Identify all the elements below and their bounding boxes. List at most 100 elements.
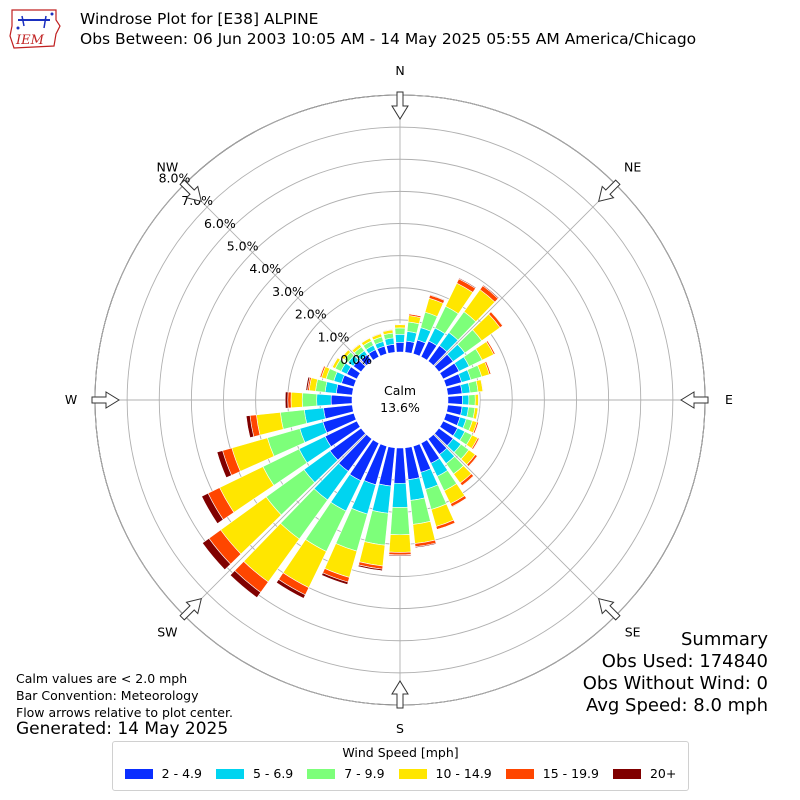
bar-segment (408, 312, 422, 317)
summary-avg-speed: Avg Speed: 8.0 mph (586, 695, 768, 716)
bar-segment (358, 541, 386, 567)
bar-segment (410, 497, 431, 525)
bar-segment (474, 394, 479, 406)
bar-segment (481, 379, 485, 392)
bar-segment (482, 284, 500, 300)
legend-item: 2 - 4.9 (124, 766, 202, 781)
radial-tick-label: 6.0% (204, 216, 236, 231)
summary-obs-used: Obs Used: 174840 (601, 651, 768, 672)
flow-arrow (680, 391, 709, 409)
bar-segment (407, 477, 425, 501)
bar-segment (395, 342, 405, 353)
bar-segment (468, 455, 479, 468)
radial-tick-label: 3.0% (272, 284, 304, 299)
legend-item: 15 - 19.9 (505, 766, 599, 781)
logo-text: IEM (15, 33, 45, 48)
bar-segment (275, 578, 306, 599)
summary-obs-without-wind: Obs Without Wind: 0 (582, 673, 768, 694)
bar-segment (330, 356, 338, 368)
legend-swatch (124, 768, 153, 779)
legend-label: 15 - 19.9 (542, 766, 599, 781)
legend-title: Wind Speed [mph] (342, 745, 459, 760)
bar-segment (229, 570, 262, 599)
bar-segment (478, 393, 480, 407)
direction-label-n: N (395, 63, 404, 78)
calm-label: Calm (384, 383, 416, 398)
bar-segment (476, 407, 480, 420)
bar-segment (256, 412, 284, 436)
bar-segment (474, 422, 480, 434)
legend-label: 2 - 4.9 (161, 766, 202, 781)
calm-circle (352, 352, 448, 448)
calm-value: 13.6% (380, 400, 420, 415)
bar-segment (245, 415, 255, 439)
legend-item: 7 - 9.9 (307, 766, 385, 781)
legend-swatch (612, 768, 641, 779)
bar-segment (436, 522, 456, 531)
bar-segment (485, 360, 492, 375)
legend-item: 20+ (612, 766, 677, 781)
radial-tick-label: 2.0% (295, 307, 327, 322)
direction-label-s: S (396, 721, 404, 736)
bar-segment (301, 392, 318, 408)
calm-note: Calm values are < 2.0 mph (16, 671, 188, 686)
bar-segment (340, 348, 349, 358)
flow-arrow (179, 179, 202, 202)
grid-spoke (433, 184, 616, 367)
bar-segment (316, 393, 332, 407)
flow-note: Flow arrows relative to plot center. (16, 705, 233, 720)
bar-segment (330, 394, 353, 406)
grid-spoke (184, 184, 367, 367)
flow-arrow (598, 598, 621, 621)
legend-swatch (307, 768, 336, 779)
bar-segment (357, 564, 383, 572)
direction-label-nw: NW (157, 159, 179, 174)
legend: Wind Speed [mph] 2 - 4.9 5 - 6.9 7 - 9.9 10… (112, 741, 689, 791)
legend-swatch (505, 768, 534, 779)
bar-segment (201, 537, 231, 571)
bar-segment (280, 409, 308, 430)
bar-segment (447, 395, 463, 405)
bar-convention-note: Bar Convention: Meteorology (16, 688, 199, 703)
bar-segment (412, 520, 436, 544)
bar-segment (216, 450, 232, 479)
bar-segment (287, 391, 292, 409)
flow-arrow (391, 680, 409, 709)
legend-label: 5 - 6.9 (252, 766, 294, 781)
bar-segment (284, 391, 289, 409)
legend-label: 20+ (649, 766, 677, 781)
bar-segment (382, 328, 394, 332)
direction-label-se: SE (625, 625, 641, 640)
bar-segment (390, 506, 410, 536)
flow-arrow (391, 91, 409, 120)
bar-segment (290, 391, 303, 409)
bar-segment (364, 510, 389, 546)
bar-segment (490, 310, 504, 327)
bar-segment (405, 331, 418, 343)
bar-segment (487, 340, 496, 355)
radial-tick-label: 0.0% (340, 352, 372, 367)
grid-spoke (184, 433, 367, 616)
bar-segment (388, 554, 412, 557)
flow-arrow (598, 179, 621, 202)
bar-segment (393, 447, 407, 484)
bar-segment (468, 394, 476, 406)
direction-label-ne: NE (624, 159, 641, 174)
bar-segment (321, 572, 349, 585)
bar-segment (305, 376, 311, 391)
bar-segment (394, 334, 406, 343)
radial-tick-label: 4.0% (249, 261, 281, 276)
grid-spoke (433, 433, 616, 616)
bar-segment (324, 381, 339, 394)
legend-item: 10 - 14.9 (398, 766, 492, 781)
radial-tick-label: 5.0% (227, 238, 259, 253)
bar-segment (429, 294, 446, 301)
bar-segment (350, 343, 360, 351)
bar-segment (414, 542, 437, 549)
bar-segment (371, 332, 382, 337)
bar-segment (404, 340, 415, 354)
bar-segment (451, 497, 468, 508)
bar-segment (201, 492, 224, 525)
direction-label-w: W (65, 392, 77, 407)
